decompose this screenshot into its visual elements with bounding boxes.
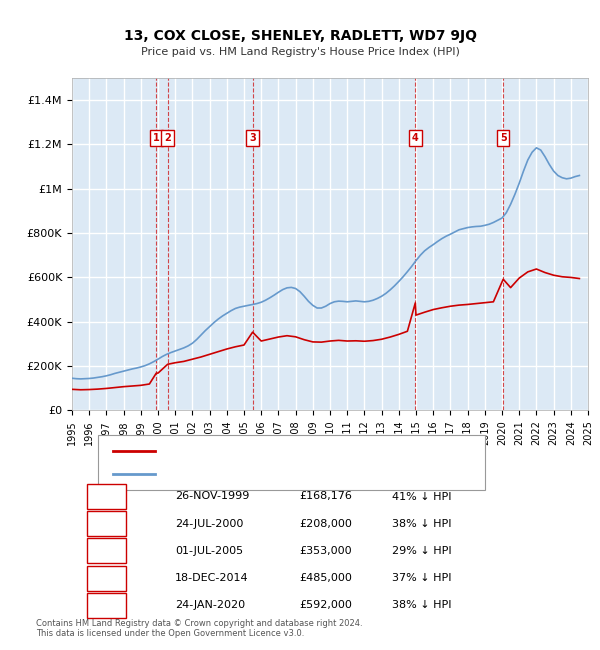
Text: 26-NOV-1999: 26-NOV-1999 — [175, 491, 250, 502]
Text: 2: 2 — [103, 519, 110, 528]
Text: £208,000: £208,000 — [299, 519, 352, 528]
Text: 24-JUL-2000: 24-JUL-2000 — [175, 519, 244, 528]
Text: 38% ↓ HPI: 38% ↓ HPI — [392, 519, 451, 528]
Text: 01-JUL-2005: 01-JUL-2005 — [175, 546, 244, 556]
Text: HPI: Average price, detached house, Hertsmere: HPI: Average price, detached house, Hert… — [165, 469, 397, 479]
Text: 3: 3 — [103, 546, 110, 556]
Text: Price paid vs. HM Land Registry's House Price Index (HPI): Price paid vs. HM Land Registry's House … — [140, 47, 460, 57]
Text: £168,176: £168,176 — [299, 491, 352, 502]
Text: 38% ↓ HPI: 38% ↓ HPI — [392, 600, 451, 610]
Text: 2: 2 — [164, 133, 171, 143]
FancyBboxPatch shape — [88, 593, 126, 618]
Text: 5: 5 — [500, 133, 506, 143]
Text: 5: 5 — [103, 600, 110, 610]
Text: £485,000: £485,000 — [299, 573, 352, 583]
Text: 18-DEC-2014: 18-DEC-2014 — [175, 573, 249, 583]
FancyBboxPatch shape — [88, 484, 126, 509]
Text: £353,000: £353,000 — [299, 546, 352, 556]
Text: 41% ↓ HPI: 41% ↓ HPI — [392, 491, 451, 502]
FancyBboxPatch shape — [88, 566, 126, 591]
Text: 24-JAN-2020: 24-JAN-2020 — [175, 600, 245, 610]
Text: 1: 1 — [153, 133, 160, 143]
Text: 3: 3 — [249, 133, 256, 143]
Text: Contains HM Land Registry data © Crown copyright and database right 2024.
This d: Contains HM Land Registry data © Crown c… — [36, 619, 362, 638]
FancyBboxPatch shape — [98, 436, 485, 489]
Text: 37% ↓ HPI: 37% ↓ HPI — [392, 573, 451, 583]
FancyBboxPatch shape — [88, 511, 126, 536]
Text: 13, COX CLOSE, SHENLEY, RADLETT, WD7 9JQ (detached house): 13, COX CLOSE, SHENLEY, RADLETT, WD7 9JQ… — [165, 446, 478, 456]
FancyBboxPatch shape — [88, 538, 126, 564]
Text: 4: 4 — [412, 133, 419, 143]
Text: 4: 4 — [103, 573, 110, 583]
Text: 13, COX CLOSE, SHENLEY, RADLETT, WD7 9JQ: 13, COX CLOSE, SHENLEY, RADLETT, WD7 9JQ — [124, 29, 476, 44]
Text: 29% ↓ HPI: 29% ↓ HPI — [392, 546, 452, 556]
Text: £592,000: £592,000 — [299, 600, 352, 610]
Text: 1: 1 — [103, 491, 110, 502]
